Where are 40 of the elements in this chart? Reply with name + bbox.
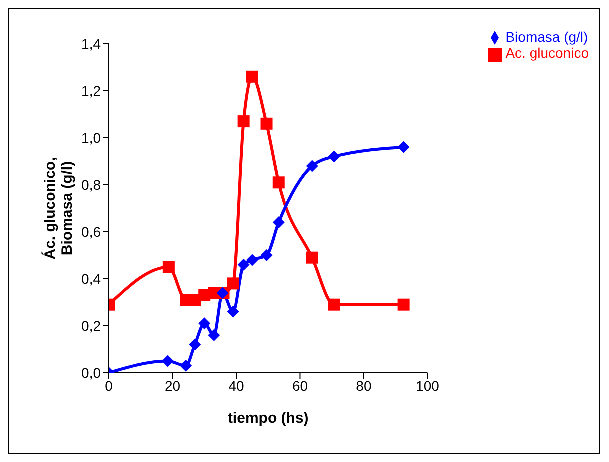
point bbox=[189, 338, 202, 351]
x-tick-label: 60 bbox=[292, 378, 308, 394]
point bbox=[227, 306, 240, 318]
y-tick-label: 0,0 bbox=[82, 364, 102, 381]
point bbox=[238, 116, 250, 128]
point bbox=[238, 258, 250, 271]
point bbox=[198, 318, 211, 330]
point bbox=[306, 252, 318, 264]
y-tick-label: 0,2 bbox=[82, 318, 102, 334]
point bbox=[162, 261, 175, 274]
point bbox=[398, 141, 410, 154]
point bbox=[208, 329, 220, 342]
y-axis-title: Ác. gluconico, Biomasa (g/l) bbox=[41, 157, 76, 260]
point bbox=[260, 118, 273, 130]
x-tick-label: 40 bbox=[228, 378, 244, 394]
point bbox=[306, 160, 318, 172]
legend-label: Ac. gluconico bbox=[506, 45, 589, 62]
point bbox=[180, 360, 192, 372]
point bbox=[162, 355, 174, 368]
point bbox=[328, 150, 340, 163]
x-tick-label: 100 bbox=[416, 378, 440, 394]
point bbox=[272, 176, 285, 189]
y-tick-label: 1,0 bbox=[82, 130, 102, 146]
x-axis-title: tiempo (hs) bbox=[228, 410, 309, 427]
point bbox=[227, 278, 240, 290]
y-tick-label: 0,8 bbox=[82, 176, 102, 193]
point bbox=[272, 216, 285, 229]
point bbox=[246, 254, 258, 266]
legend-label: Biomasa (g/l) bbox=[506, 29, 588, 45]
x-tick-label: 80 bbox=[356, 378, 372, 394]
y-tick-label: 1,4 bbox=[82, 36, 102, 52]
y-tick-label: 0,6 bbox=[82, 224, 102, 240]
x-tick-label: 0 bbox=[105, 378, 114, 394]
point bbox=[328, 298, 340, 311]
y-tick-label: 0,4 bbox=[82, 270, 102, 287]
y-tick-label: 1,2 bbox=[82, 82, 102, 99]
point bbox=[246, 70, 258, 83]
x-tick-label: 20 bbox=[164, 378, 181, 394]
point bbox=[398, 298, 410, 311]
point bbox=[260, 250, 273, 262]
